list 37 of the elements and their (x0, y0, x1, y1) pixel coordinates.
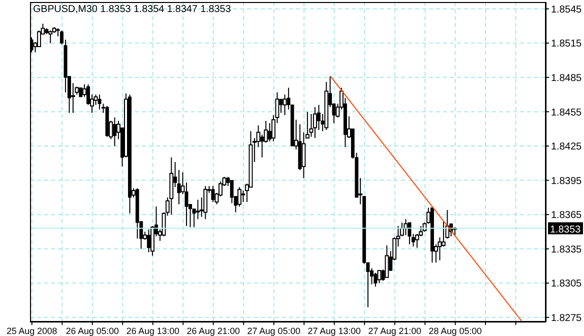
y-tick-label: 1.8485 (551, 72, 582, 84)
y-tick-label: 1.8365 (551, 210, 582, 222)
candlestick (211, 186, 215, 202)
ref-line-label: 1.8353 (550, 224, 582, 236)
y-tick-label: 1.8395 (551, 176, 582, 187)
x-tick-label: 27 Aug 21:00 (368, 326, 422, 336)
candlestick (384, 244, 389, 278)
candlestick (98, 94, 102, 110)
candlestick (48, 30, 52, 44)
x-tick-label: 26 Aug 05:00 (66, 326, 119, 336)
candlestick (442, 220, 446, 248)
y-tick-label: 1.8425 (551, 142, 582, 153)
candlestick (374, 272, 378, 288)
x-tick-label: 27 Aug 05:00 (247, 326, 300, 336)
candlestick (230, 180, 234, 204)
candlestick (237, 186, 242, 208)
chart-title: GBPUSD,M30 1.8353 1.8354 1.8347 1.8353 (33, 4, 231, 15)
candlestick (196, 199, 200, 220)
y-tick-label: 1.8335 (551, 244, 582, 256)
x-tick-label: 26 Aug 21:00 (186, 326, 240, 336)
y-tick-label: 1.8545 (551, 4, 582, 16)
candlestick (302, 132, 306, 178)
x-tick-label: 28 Aug 05:00 (428, 326, 482, 336)
candlestick (112, 116, 116, 146)
y-tick-label: 1.8455 (551, 107, 582, 118)
candlestick (404, 218, 408, 236)
y-tick-label: 1.8305 (551, 278, 582, 290)
x-tick-label: 26 Aug 13:00 (126, 326, 180, 336)
y-tick-label: 1.8275 (551, 312, 582, 324)
candlestick (78, 87, 82, 98)
candlestick (146, 228, 150, 253)
candlestick (408, 222, 412, 245)
y-tick-label: 1.8515 (551, 38, 582, 50)
x-tick-label: 25 Aug 2008 (6, 326, 58, 336)
candlestick (313, 106, 318, 138)
x-tick-label: 27 Aug 13:00 (308, 326, 361, 336)
candlestick (203, 186, 208, 220)
